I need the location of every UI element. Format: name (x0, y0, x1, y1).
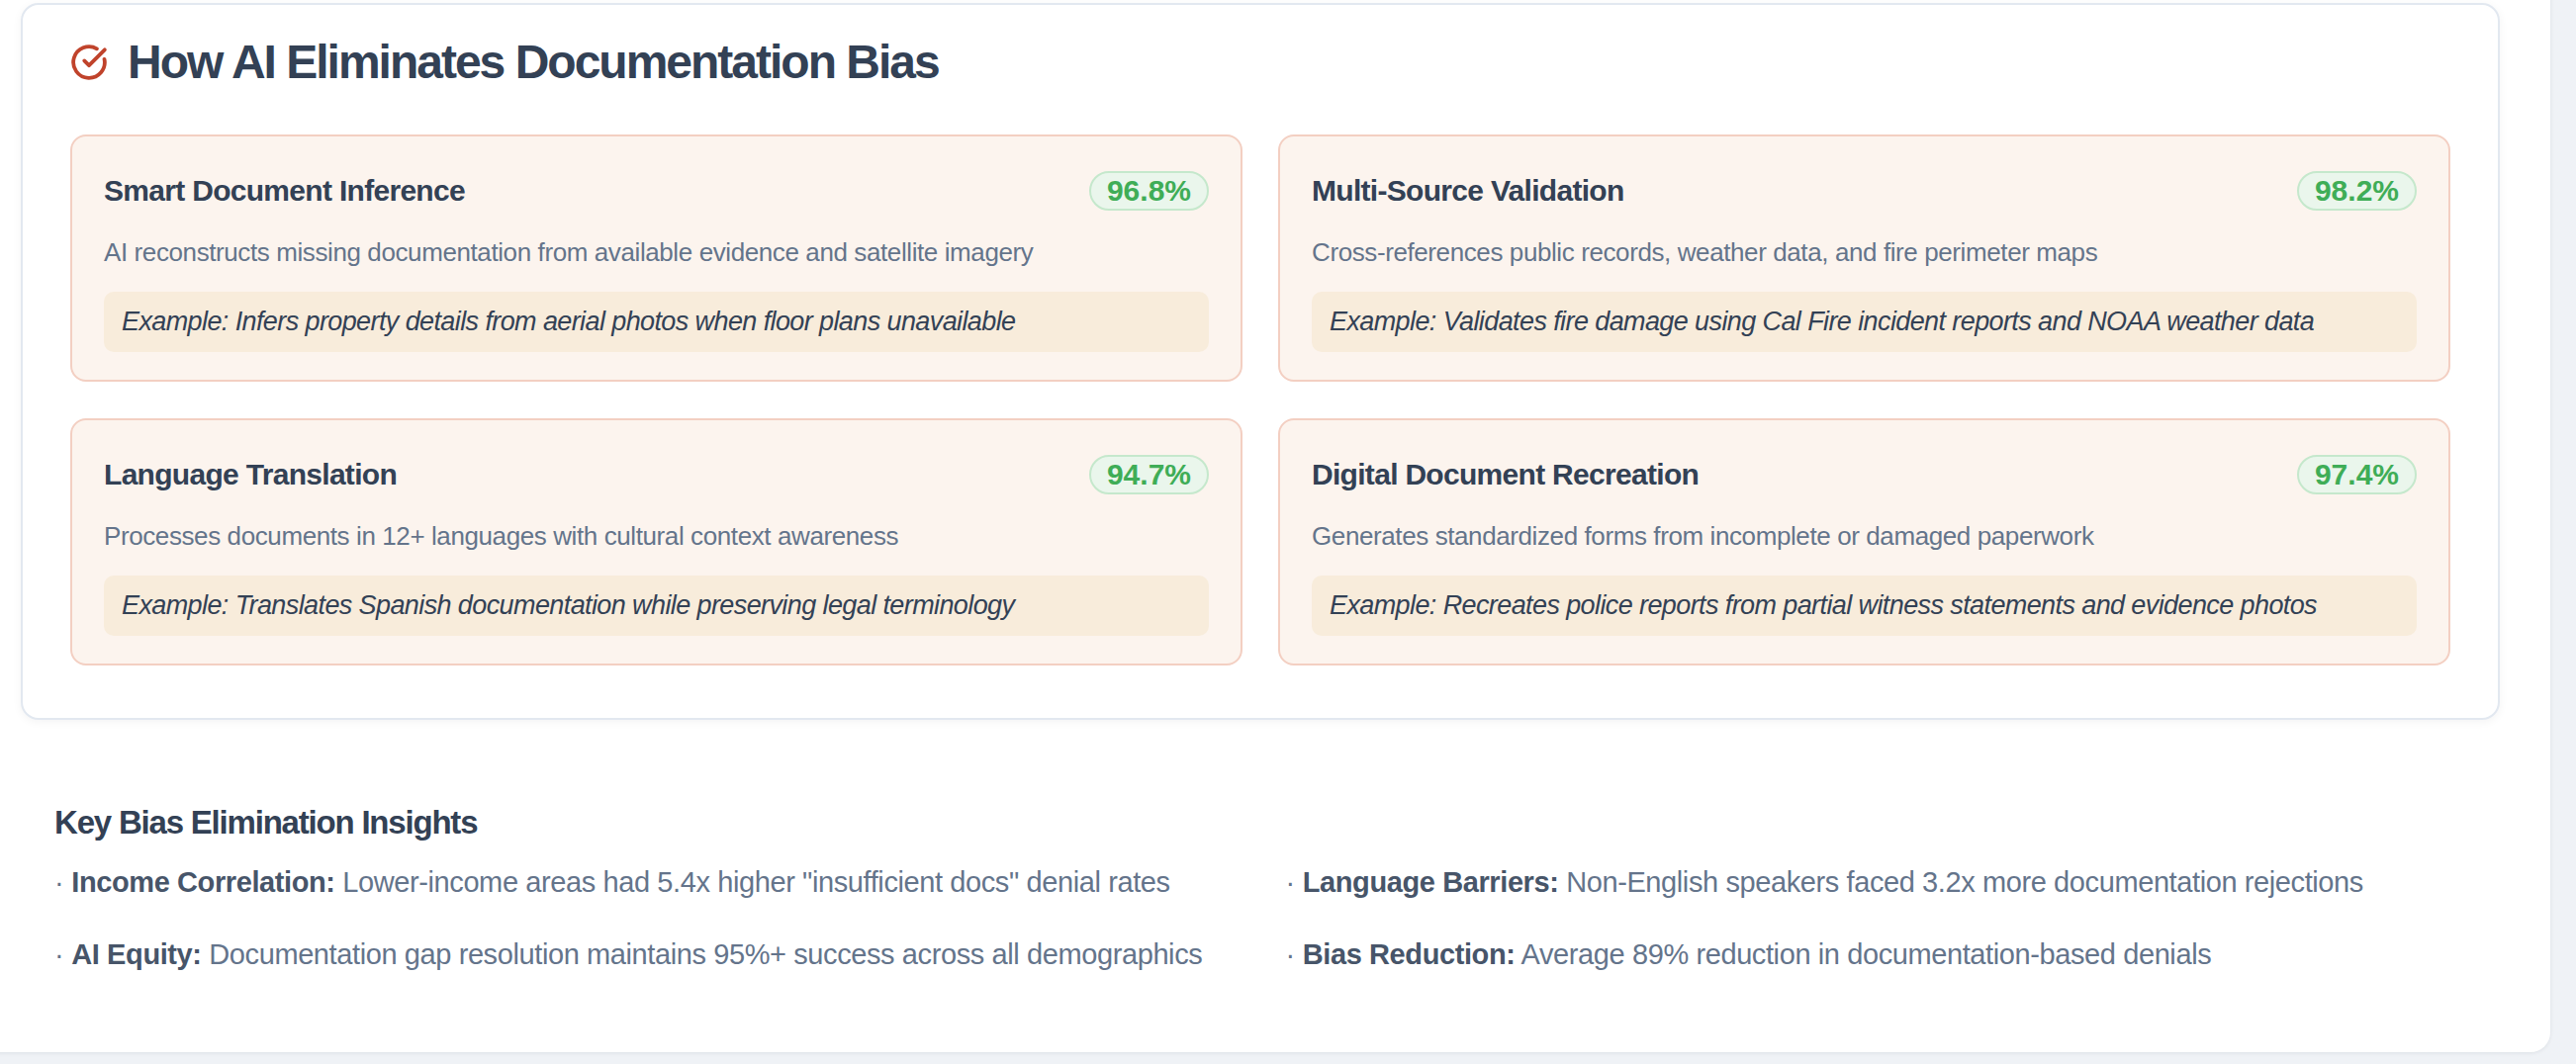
feature-example: Example: Recreates police reports from p… (1312, 576, 2417, 636)
feature-description: Cross-references public records, weather… (1312, 234, 2417, 270)
feature-description: AI reconstructs missing documentation fr… (104, 234, 1209, 270)
feature-title: Language Translation (104, 454, 397, 495)
bullet-dot: · (54, 866, 63, 898)
feature-card-digital-document-recreation: Digital Document Recreation 97.4% Genera… (1278, 418, 2450, 665)
card-header: How AI Eliminates Documentation Bias (70, 35, 2450, 90)
insight-item: ·AI Equity: Documentation gap resolution… (54, 933, 1262, 975)
feature-title: Smart Document Inference (104, 170, 465, 212)
insights-heading: Key Bias Elimination Insights (54, 803, 2493, 842)
feature-example: Example: Infers property details from ae… (104, 292, 1209, 352)
accuracy-badge: 98.2% (2297, 171, 2417, 211)
feature-description: Processes documents in 12+ languages wit… (104, 518, 1209, 554)
feature-card-smart-document-inference: Smart Document Inference 96.8% AI recons… (70, 134, 1242, 382)
insight-item: ·Bias Reduction: Average 89% reduction i… (1286, 933, 2494, 975)
key-insights-section: Key Bias Elimination Insights ·Income Co… (54, 803, 2493, 975)
accuracy-badge: 97.4% (2297, 455, 2417, 494)
insight-item: ·Language Barriers: Non-English speakers… (1286, 861, 2494, 903)
feature-title: Multi-Source Validation (1312, 170, 1624, 212)
feature-card-language-translation: Language Translation 94.7% Processes doc… (70, 418, 1242, 665)
bullet-dot: · (1286, 938, 1295, 970)
page-container: How AI Eliminates Documentation Bias Sma… (0, 0, 2550, 1052)
feature-title: Digital Document Recreation (1312, 454, 1699, 495)
bullet-dot: · (54, 938, 63, 970)
page-title: How AI Eliminates Documentation Bias (128, 35, 939, 90)
feature-card-multi-source-validation: Multi-Source Validation 98.2% Cross-refe… (1278, 134, 2450, 382)
feature-example: Example: Validates fire damage using Cal… (1312, 292, 2417, 352)
check-circle-icon (70, 44, 108, 81)
feature-example: Example: Translates Spanish documentatio… (104, 576, 1209, 636)
accuracy-badge: 96.8% (1089, 171, 1209, 211)
feature-description: Generates standardized forms from incomp… (1312, 518, 2417, 554)
documentation-bias-card: How AI Eliminates Documentation Bias Sma… (21, 3, 2500, 720)
bullet-dot: · (1286, 866, 1295, 898)
feature-grid: Smart Document Inference 96.8% AI recons… (70, 134, 2450, 665)
insight-item: ·Income Correlation: Lower-income areas … (54, 861, 1262, 903)
insights-grid: ·Income Correlation: Lower-income areas … (54, 861, 2493, 975)
accuracy-badge: 94.7% (1089, 455, 1209, 494)
